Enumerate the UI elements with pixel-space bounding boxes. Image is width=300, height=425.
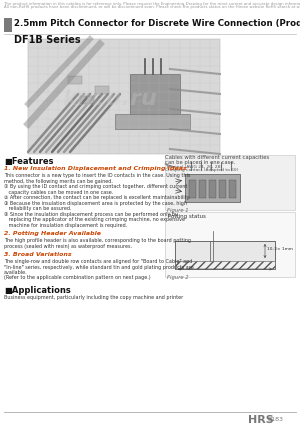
Text: B183: B183: [267, 417, 283, 422]
Text: Figure 2: Figure 2: [167, 275, 189, 280]
Bar: [199, 180, 206, 198]
Text: available.: available.: [4, 270, 28, 275]
Bar: [80, 96, 94, 104]
Text: ■Applications: ■Applications: [4, 286, 71, 295]
Text: ■Features: ■Features: [4, 157, 53, 166]
Text: Crimping contact (Adapted to 60): Crimping contact (Adapted to 60): [165, 168, 238, 172]
Text: ② After connection, the contact can be replaced is excellent maintainability.: ② After connection, the contact can be r…: [4, 195, 190, 200]
Bar: [219, 180, 226, 198]
Text: knzu.ru: knzu.ru: [63, 89, 158, 109]
Text: 3. Broad Variations: 3. Broad Variations: [4, 252, 72, 257]
Bar: [68, 76, 82, 84]
Text: Business equipment, particularly including the copy machine and printer: Business equipment, particularly includi…: [4, 295, 183, 300]
Text: capacity cables can be moved in one case.: capacity cables can be moved in one case…: [4, 190, 113, 195]
Bar: [165, 155, 295, 210]
Text: 1. New Insulation Displacement and Crimping Ideas: 1. New Insulation Displacement and Crimp…: [4, 166, 187, 171]
Text: 2. Potting Header Available: 2. Potting Header Available: [4, 231, 101, 236]
Text: The product information in this catalog is for reference only. Please request th: The product information in this catalog …: [4, 2, 300, 6]
Bar: [130, 74, 180, 124]
Bar: [165, 212, 295, 277]
Text: (Refer to the applicable combination pattern on next page.): (Refer to the applicable combination pat…: [4, 275, 151, 281]
Text: Potting status: Potting status: [168, 214, 206, 219]
Bar: [229, 180, 236, 198]
Text: machine for insulation displacement is required.: machine for insulation displacement is r…: [4, 223, 127, 227]
Bar: [175, 241, 275, 269]
Bar: [28, 39, 220, 154]
Bar: [185, 174, 240, 202]
Text: The single-row and double row contacts are aligned for "Board to Cable" and: The single-row and double row contacts a…: [4, 259, 192, 264]
Text: HRS: HRS: [248, 415, 274, 425]
Text: method, the following merits can be gained.: method, the following merits can be gain…: [4, 178, 113, 184]
Text: process (sealed with resin) as waterproof measures.: process (sealed with resin) as waterproo…: [4, 244, 132, 249]
Text: 10-3× 1mm: 10-3× 1mm: [267, 247, 293, 251]
Text: The high profile header is also available, corresponding to the board potting: The high profile header is also availabl…: [4, 238, 191, 243]
Text: ③ Because the insulation displacement area is protected by the case, high: ③ Because the insulation displacement ar…: [4, 201, 187, 206]
Text: DF1B Series: DF1B Series: [14, 35, 81, 45]
Bar: [175, 261, 275, 269]
Text: ④ Since the insulation displacement process can be performed only by: ④ Since the insulation displacement proc…: [4, 212, 178, 216]
Text: replacing the applicator of the existing crimping machine, no expensive: replacing the applicator of the existing…: [4, 217, 185, 222]
Bar: [189, 180, 196, 198]
Text: 2.5mm Pitch Connector for Discrete Wire Connection (Product Compliant with UL/CS: 2.5mm Pitch Connector for Discrete Wire …: [14, 19, 300, 28]
Text: All non-RoHS products have been discontinued, or will be discontinued soon. Plea: All non-RoHS products have been disconti…: [4, 5, 300, 9]
Text: "In-line" series, respectively, while standard tin and gold plating products are: "In-line" series, respectively, while st…: [4, 264, 194, 269]
Text: can be placed in one case.: can be placed in one case.: [165, 160, 235, 165]
Text: This connector is a new type to insert the ID contacts in the case. Using this: This connector is a new type to insert t…: [4, 173, 190, 178]
Text: Cables with different current capacities: Cables with different current capacities: [165, 155, 269, 160]
Text: Figure 1: Figure 1: [167, 208, 189, 213]
Text: reliability can be assured.: reliability can be assured.: [4, 206, 71, 211]
Text: ① By using the ID contact and crimping contact together, different current: ① By using the ID contact and crimping c…: [4, 184, 188, 189]
Text: Terminal (AWG 24, 26, 28): Terminal (AWG 24, 26, 28): [165, 165, 222, 169]
Bar: [95, 86, 109, 94]
Bar: [115, 114, 190, 129]
Bar: [209, 180, 216, 198]
Bar: [4, 18, 12, 32]
